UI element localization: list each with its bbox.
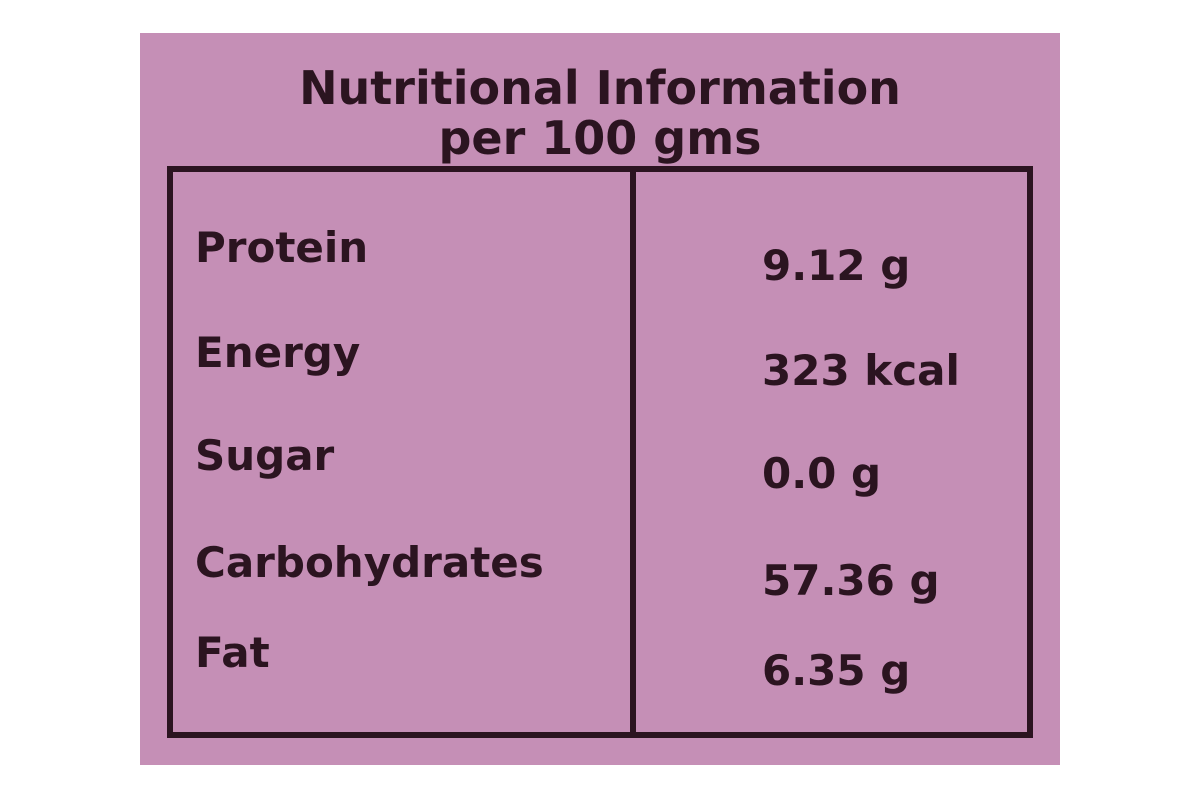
nutrient-name: Carbohydrates — [195, 538, 544, 587]
nutrient-value: 57.36 g — [762, 556, 940, 605]
nutrient-value: 323 kcal — [762, 346, 960, 395]
subtitle: per 100 gms — [438, 111, 762, 165]
label-panel: Nutritional Information per 100 gms Prot… — [140, 33, 1060, 765]
column-divider — [630, 169, 636, 735]
nutrient-value: 6.35 g — [762, 646, 911, 695]
nutrient-name: Fat — [195, 628, 270, 677]
table-border — [167, 166, 1033, 738]
title: Nutritional Information — [299, 61, 901, 115]
nutrient-value: 0.0 g — [762, 449, 882, 498]
nutrient-value: 9.12 g — [762, 241, 911, 290]
nutrient-name: Sugar — [195, 431, 335, 480]
nutrient-name: Protein — [195, 223, 369, 272]
nutrient-name: Energy — [195, 328, 361, 377]
